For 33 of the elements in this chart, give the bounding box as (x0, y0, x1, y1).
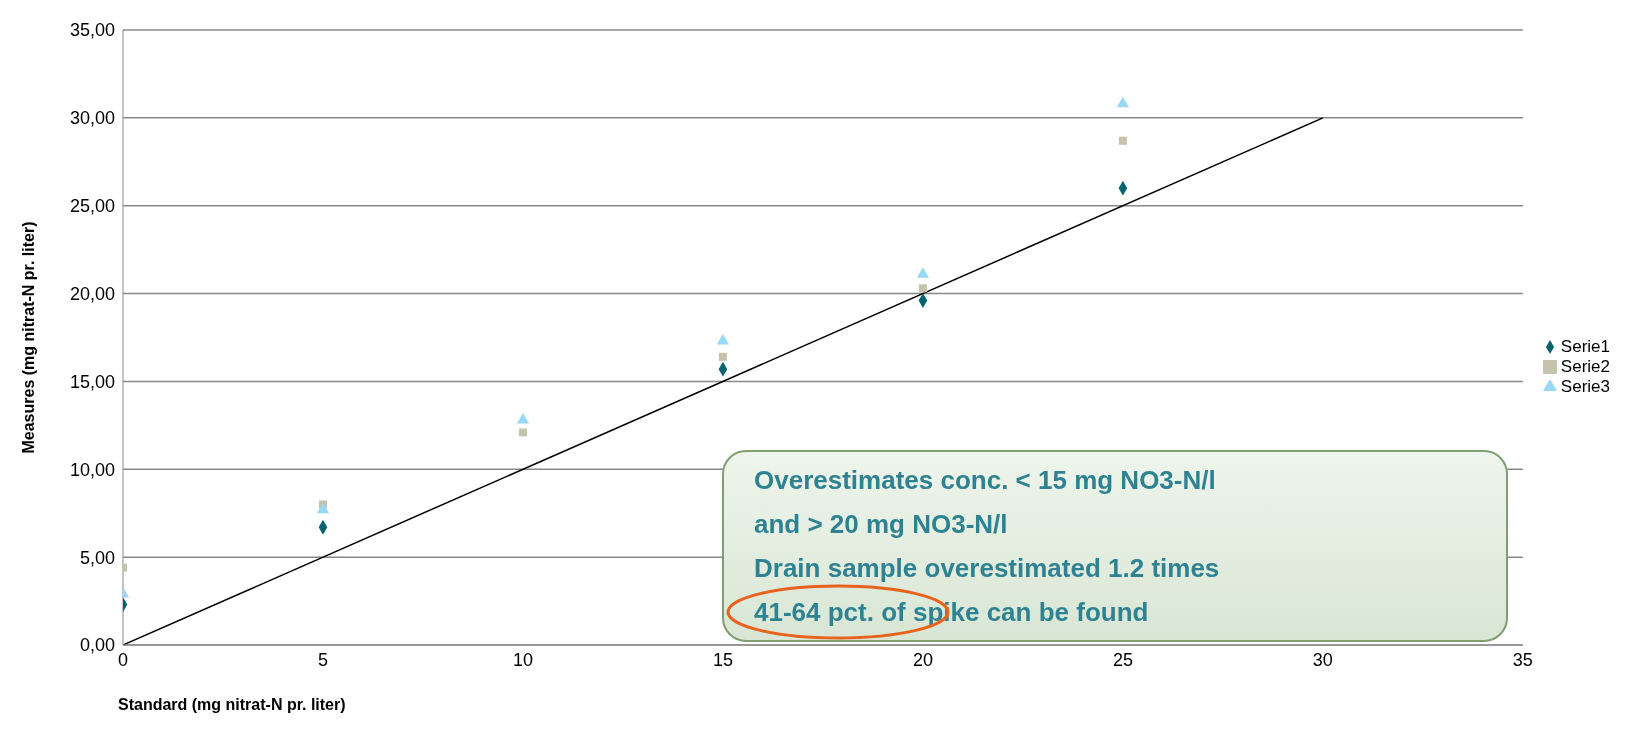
annotation: Overestimates conc. < 15 mg NO3-N/l (754, 464, 1217, 497)
y-axis-title: Measures (mg nitrat-N pr. liter) (19, 221, 37, 454)
y-tick-label: 20,00 (69, 283, 115, 304)
point (1116, 96, 1129, 108)
x-axis-title: Standard (mg nitrat-N pr. liter) (118, 696, 346, 713)
x-tick-label: 15 (712, 649, 733, 670)
x-tick-label: 30 (1312, 649, 1333, 670)
legend-label: Serie1 (1560, 336, 1610, 356)
point (918, 284, 927, 293)
point (716, 334, 730, 345)
point (1118, 136, 1127, 145)
y-tick-label: 25,00 (69, 196, 115, 217)
x-tick-label: 35 (1512, 649, 1533, 670)
point (316, 502, 330, 514)
y-tick-label: 15,00 (69, 371, 115, 392)
y-tick-label: 30,00 (69, 108, 115, 129)
annotation: Drain sample overestimated 1.2 times (754, 552, 1221, 585)
point (718, 352, 727, 361)
point (516, 413, 530, 424)
x-tick-label: 20 (912, 649, 933, 670)
x-tick-label: 5 (317, 649, 328, 670)
x-tick-label: 0 (117, 649, 129, 670)
y-tick-label: 35,00 (69, 20, 115, 41)
point (518, 428, 527, 437)
y-tick-label: 10,00 (69, 459, 115, 480)
y-tick-label: 0,00 (79, 635, 115, 656)
y-tick-label: 5,00 (79, 547, 115, 568)
x-tick-label: 10 (512, 649, 533, 670)
legend-label: Serie2 (1560, 356, 1610, 376)
legend-label: Serie3 (1560, 376, 1610, 396)
x-tick-label: 25 (1112, 649, 1133, 670)
point (916, 267, 929, 278)
annotation: and > 20 mg NO3-N/l (754, 508, 1009, 541)
